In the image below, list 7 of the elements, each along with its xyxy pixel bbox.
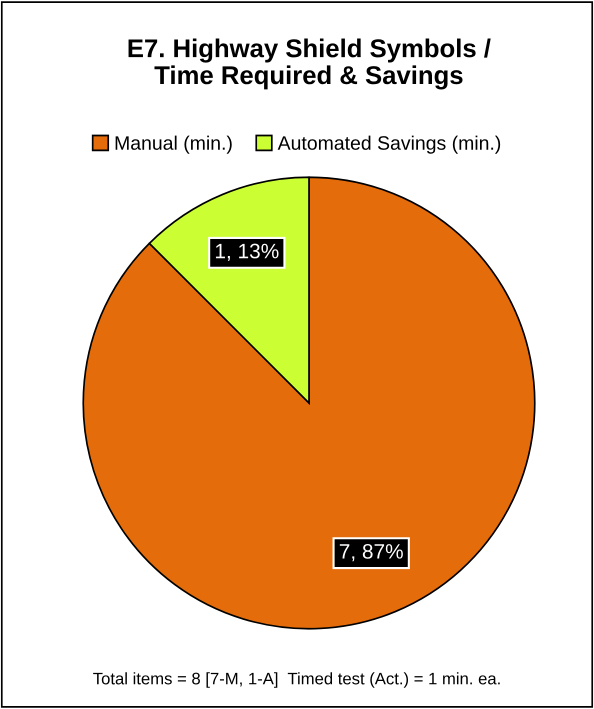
data-label: 7, 87% [340,544,403,562]
data-label: 1, 13% [216,244,278,261]
legend-label: Automated Savings (min.) [278,136,500,154]
pie-slice [82,176,536,630]
legend-label: Manual (min.) [116,136,232,154]
text: Total items = 8 [7-M, 1-A] Timed test (Act.) = 1 min. ea. [93,672,500,688]
chart-title: E7. Highway Shield Symbols / Time Required & Savings [128,38,491,90]
